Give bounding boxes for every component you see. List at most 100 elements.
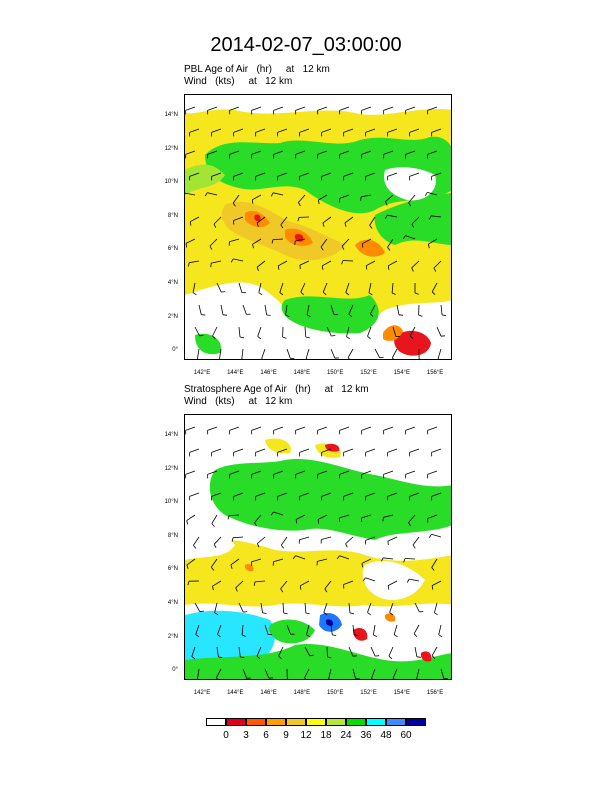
- colorbar-swatch: [226, 718, 246, 726]
- wind-barb: [362, 238, 372, 245]
- wind-barb: [388, 646, 394, 657]
- wind-barb: [361, 470, 372, 475]
- wind-barb: [383, 470, 394, 475]
- wind-barb: [409, 172, 420, 177]
- wind-barb: [322, 282, 328, 293]
- wind-barb: [232, 194, 240, 204]
- wind-barb: [254, 514, 262, 523]
- wind-barb: [414, 646, 418, 657]
- colorbar-swatch: [386, 718, 406, 726]
- wind-barb: [229, 470, 240, 475]
- wind-barb-flag: [431, 291, 436, 295]
- wind-barb: [427, 192, 438, 196]
- wind-barb: [352, 668, 356, 679]
- wind-barb: [189, 172, 200, 177]
- wind-barb: [185, 106, 196, 111]
- wind-barb: [431, 172, 442, 177]
- wind-barb-flag: [292, 555, 296, 560]
- wind-barb: [229, 150, 240, 155]
- wind-barb: [346, 326, 350, 337]
- wind-barb: [405, 150, 416, 155]
- wind-barb: [255, 128, 266, 133]
- wind-barb: [318, 194, 328, 201]
- wind-barb: [242, 668, 248, 679]
- lat-tick-label: 12°N: [164, 145, 178, 152]
- wind-barb: [189, 128, 200, 133]
- wind-barb: [256, 260, 266, 268]
- wind-barb: [242, 304, 247, 315]
- wind-barb-flag: [336, 555, 340, 560]
- wind-barb: [191, 646, 196, 657]
- wind-barb: [409, 492, 420, 497]
- wind-barb: [305, 348, 310, 359]
- panel2-field-label: Stratosphere Age of Air (hr) at 12 km: [184, 384, 369, 395]
- wind-barb-flag: [371, 678, 373, 679]
- lat-tick-label: 6°N: [167, 246, 178, 253]
- wind-barb: [413, 624, 420, 634]
- wind-barb: [304, 646, 311, 656]
- wind-barb-flag: [253, 581, 256, 586]
- wind-barb: [299, 492, 310, 497]
- lat-tick-label: 4°N: [167, 600, 178, 606]
- wind-barb: [235, 580, 244, 589]
- wind-barb: [371, 668, 376, 679]
- wind-barb-flag: [193, 545, 197, 549]
- wind-barb: [431, 646, 438, 656]
- wind-barb-flag: [419, 611, 424, 613]
- wind-barb-flag: [322, 222, 325, 227]
- colorbar-label: 36: [360, 730, 372, 741]
- wind-barb-flag: [320, 246, 324, 251]
- wind-barb-flag: [321, 265, 324, 270]
- wind-barb: [408, 514, 416, 523]
- wind-barb-flag: [306, 634, 311, 638]
- lon-tick-label: 144°E: [227, 370, 244, 376]
- wind-barb: [252, 194, 262, 201]
- wind-barb-flag: [408, 202, 412, 207]
- wind-barb-flag: [282, 336, 287, 339]
- page-title: 2014-02-07_03:00:00: [210, 34, 402, 56]
- wind-barb: [185, 238, 196, 244]
- wind-barb-flag: [227, 515, 230, 520]
- wind-barb: [387, 128, 398, 133]
- colorbar-swatch: [286, 718, 306, 726]
- wind-barb-flag: [411, 267, 414, 272]
- wind-barb-flag: [387, 585, 390, 590]
- wind-barb-flag: [442, 314, 447, 317]
- wind-barb: [285, 304, 288, 315]
- wind-barb: [393, 624, 398, 635]
- white-ne: [384, 167, 436, 201]
- wind-barb: [186, 558, 196, 566]
- wind-barb: [233, 216, 244, 221]
- wind-barb-flag: [232, 202, 236, 207]
- wind-barbs-panel1: [185, 106, 447, 359]
- wind-barb: [343, 172, 354, 177]
- wind-barb: [388, 260, 398, 267]
- wind-barb-flag: [280, 224, 284, 229]
- wind-barb-flag: [213, 223, 217, 228]
- wind-barb-flag: [218, 656, 223, 658]
- wind-barb: [193, 536, 200, 546]
- wind-barb: [405, 426, 416, 431]
- wind-barb: [279, 282, 284, 293]
- wind-barb: [396, 304, 400, 315]
- wind-barb-flag: [362, 577, 366, 582]
- wind-barb: [295, 106, 306, 111]
- wind-barb: [256, 646, 262, 657]
- wind-barb: [324, 580, 332, 590]
- wind-barb: [344, 216, 354, 224]
- wind-barb-flag: [368, 292, 373, 296]
- colorbar-label: 48: [380, 730, 392, 741]
- wind-barb-flag: [295, 519, 298, 524]
- wind-barb-flag: [306, 314, 311, 318]
- wind-barb: [321, 448, 332, 453]
- lat-tick-label: 6°N: [167, 566, 178, 573]
- wind-barb-flag: [393, 634, 398, 638]
- wind-barb-flag: [392, 677, 395, 679]
- wind-barb: [298, 194, 306, 203]
- colorbar-swatch: [266, 718, 286, 726]
- wind-barb: [280, 216, 288, 226]
- wind-barb-flag: [187, 581, 190, 586]
- wind-barb: [427, 470, 438, 475]
- wind-barb-flag: [256, 655, 261, 660]
- lat-tick-label: 2°N: [167, 633, 178, 640]
